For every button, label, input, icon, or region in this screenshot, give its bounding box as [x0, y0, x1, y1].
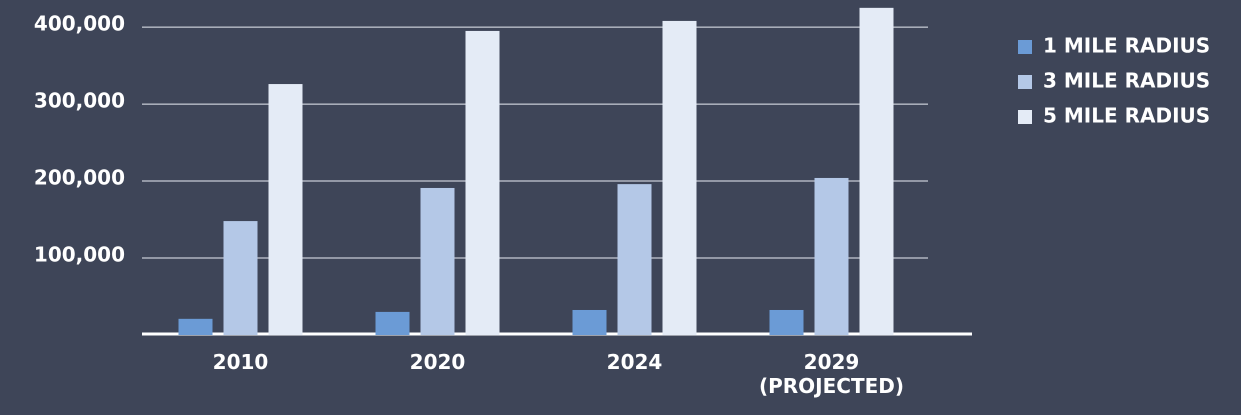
- bar: [769, 309, 804, 335]
- bar: [178, 318, 213, 335]
- legend-label: 5 MILE RADIUS: [1043, 104, 1210, 128]
- x-tick-label: 2020: [409, 350, 466, 374]
- bar: [814, 177, 849, 335]
- legend-label: 3 MILE RADIUS: [1043, 69, 1210, 93]
- bar: [617, 184, 652, 335]
- bar: [420, 187, 455, 335]
- bar: [572, 309, 607, 335]
- y-tick-label: 400,000: [34, 12, 125, 36]
- bar: [465, 30, 500, 335]
- legend-swatch: [1018, 40, 1032, 54]
- y-tick-label: 100,000: [34, 243, 125, 267]
- x-tick-label: 2010: [212, 350, 269, 374]
- bar: [859, 7, 894, 335]
- bar: [375, 311, 410, 335]
- legend-label: 1 MILE RADIUS: [1043, 34, 1210, 58]
- bar: [268, 84, 303, 335]
- bar: [223, 221, 258, 335]
- x-tick-label: 2024: [606, 350, 663, 374]
- x-tick-label: 2029 (PROJECTED): [758, 350, 905, 398]
- legend-swatch: [1018, 110, 1032, 124]
- y-tick-label: 300,000: [34, 89, 125, 113]
- y-tick-label: 200,000: [34, 166, 125, 190]
- bar: [662, 20, 697, 336]
- legend-swatch: [1018, 75, 1032, 89]
